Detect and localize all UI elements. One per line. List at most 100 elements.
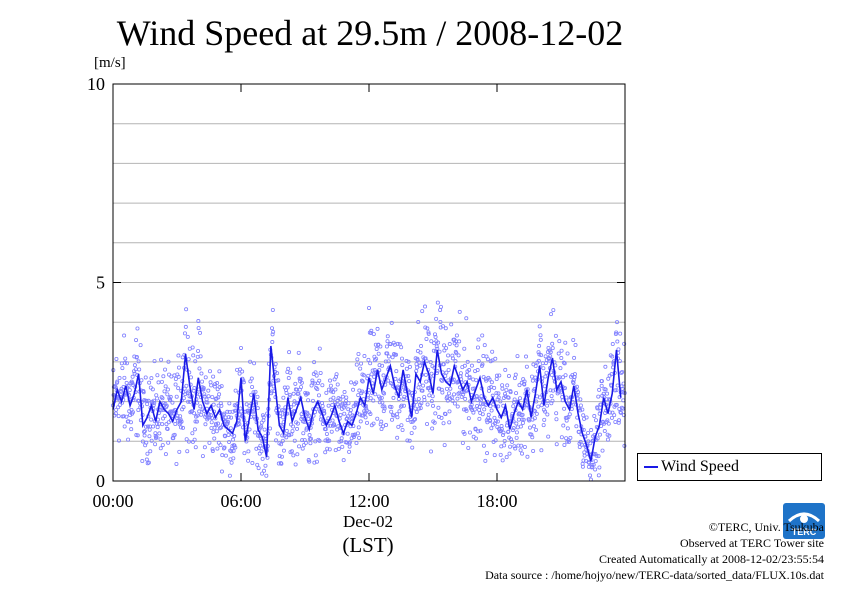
data-point	[354, 362, 359, 367]
data-point	[229, 449, 234, 454]
data-point	[385, 339, 390, 344]
data-point	[618, 331, 623, 336]
data-point	[328, 378, 333, 383]
data-point	[250, 384, 255, 389]
data-point	[207, 369, 212, 374]
data-point	[548, 350, 553, 355]
data-point	[554, 411, 559, 416]
data-point	[163, 367, 168, 372]
data-point	[184, 437, 189, 442]
data-point	[338, 397, 343, 402]
data-point	[493, 421, 498, 426]
data-point	[366, 357, 371, 362]
data-point	[151, 424, 156, 429]
data-point	[494, 377, 499, 382]
data-point	[260, 471, 265, 476]
data-point	[513, 446, 518, 451]
data-point	[316, 393, 321, 398]
data-point	[469, 402, 474, 407]
data-point	[292, 438, 297, 443]
data-point	[614, 388, 619, 393]
data-point	[536, 358, 541, 363]
data-point	[492, 453, 497, 458]
data-point	[192, 437, 197, 442]
data-point	[308, 436, 313, 441]
data-point	[170, 400, 175, 405]
data-point	[425, 326, 430, 331]
data-point	[262, 427, 267, 432]
data-point	[149, 417, 154, 422]
data-point	[325, 446, 330, 451]
data-point	[219, 384, 224, 389]
data-point	[176, 365, 181, 370]
data-point	[358, 366, 363, 371]
data-point	[544, 370, 549, 375]
data-point	[440, 378, 445, 383]
data-point	[219, 469, 224, 474]
data-point	[157, 431, 162, 436]
data-point	[230, 409, 235, 414]
data-point	[134, 354, 139, 359]
data-point	[480, 333, 485, 338]
credit-data-source: Data source : /home/hojyo/new/TERC-data/…	[485, 568, 824, 582]
data-point	[269, 389, 274, 394]
data-point	[578, 397, 583, 402]
data-point	[541, 366, 546, 371]
data-point	[397, 409, 402, 414]
data-point	[417, 382, 422, 387]
data-point	[317, 346, 322, 351]
data-point	[312, 381, 317, 386]
data-point	[447, 409, 452, 414]
data-point	[329, 389, 334, 394]
data-point	[162, 414, 167, 419]
data-point	[142, 429, 147, 434]
data-point	[219, 403, 224, 408]
data-point	[194, 419, 199, 424]
data-point	[599, 383, 604, 388]
data-point	[395, 435, 400, 440]
data-point	[314, 373, 319, 378]
data-point	[457, 339, 462, 344]
data-point	[327, 438, 332, 443]
data-point	[340, 444, 345, 449]
data-point	[568, 435, 573, 440]
data-point	[546, 434, 551, 439]
scatter-points	[111, 300, 627, 482]
data-point	[340, 401, 345, 406]
data-point	[481, 443, 486, 448]
data-point	[619, 410, 624, 415]
data-point	[373, 342, 378, 347]
data-point	[289, 449, 294, 454]
y-tick-label: 0	[96, 471, 105, 491]
data-point	[606, 376, 611, 381]
data-point	[543, 374, 548, 379]
data-point	[475, 368, 480, 373]
data-point	[271, 329, 276, 334]
data-point	[366, 373, 371, 378]
data-point	[370, 368, 375, 373]
data-point	[344, 395, 349, 400]
data-point	[341, 458, 346, 463]
data-point	[470, 386, 475, 391]
data-point	[193, 445, 198, 450]
data-point	[490, 358, 495, 363]
data-point	[455, 404, 460, 409]
data-point	[148, 449, 153, 454]
data-point	[461, 390, 466, 395]
data-point	[242, 451, 247, 456]
y-tick-labels: 0 5 10	[87, 74, 105, 491]
data-point	[314, 459, 319, 464]
data-point	[464, 316, 469, 321]
data-point	[554, 442, 559, 447]
data-point	[113, 384, 118, 389]
data-point	[209, 420, 214, 425]
data-point	[260, 456, 265, 461]
data-point	[452, 401, 457, 406]
data-point	[545, 399, 550, 404]
data-point	[458, 371, 463, 376]
data-point	[358, 419, 363, 424]
data-point	[562, 406, 567, 411]
data-point	[331, 395, 336, 400]
data-point	[114, 356, 119, 361]
data-point	[422, 398, 427, 403]
